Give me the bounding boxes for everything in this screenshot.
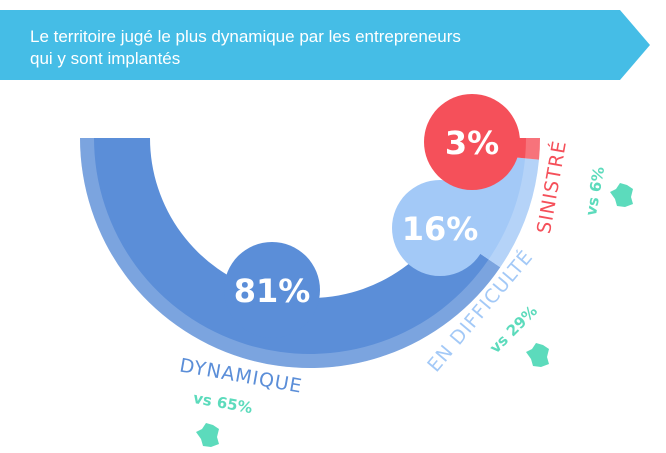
chart-title: Le territoire jugé le plus dynamique par…: [30, 26, 630, 70]
value-label-difficulte: 16%: [402, 210, 479, 248]
title-banner: [0, 10, 650, 80]
comparison-label-dynamique: vs 65%: [192, 389, 254, 417]
value-label-dynamique: 81%: [234, 272, 311, 310]
title-line-1: Le territoire jugé le plus dynamique par…: [30, 27, 461, 46]
arc-highlight-difficulte: [488, 158, 539, 268]
value-label-sinistre: 3%: [445, 124, 499, 162]
arc-segment-dynamique: [80, 138, 501, 369]
arc-highlight-sinistre: [525, 138, 540, 160]
value-bubble-dynamique: [224, 242, 320, 338]
value-bubble-difficulte: [392, 180, 488, 276]
france-map-icon: [610, 183, 633, 207]
france-map-icon: [196, 423, 219, 447]
france-map-icon: [526, 343, 549, 367]
comparison-label-sinistre: vs 6%: [582, 165, 608, 217]
value-bubble-sinistre: [424, 94, 520, 190]
title-line-2: qui y sont implantés: [30, 49, 181, 68]
